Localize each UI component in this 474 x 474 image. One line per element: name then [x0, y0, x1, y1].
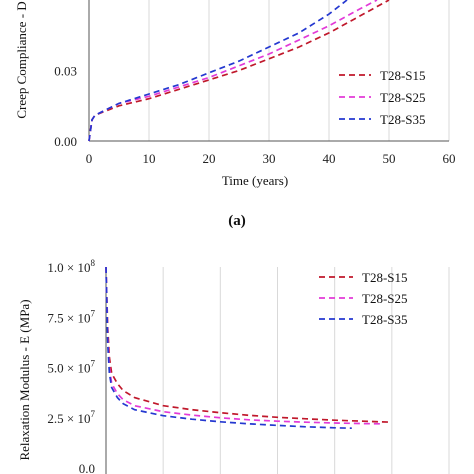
chart-a-series-line-s15 [88, 0, 390, 142]
chart-a-y-tick-label: 0.00 [54, 134, 77, 149]
chart-a-y-axis-label: Creep Compliance - D [14, 1, 29, 118]
chart-a-y-tick-labels: 0.00 0.03 [54, 64, 77, 150]
chart-a-x-tick-label: 40 [323, 151, 336, 166]
chart-a-legend-label: T28-S15 [380, 68, 426, 83]
chart-b-y-tick-label: 1.0 × 108 [47, 258, 95, 275]
chart-b-y-tick-label: 5.0 × 107 [47, 359, 95, 376]
chart-b-y-tick-label: 2.5 × 107 [47, 409, 95, 426]
chart-a-series-line-s35 [88, 0, 348, 142]
chart-a-legend-label: T28-S25 [380, 90, 426, 105]
creep-compliance-chart: 0 10 20 30 40 50 60 0.00 0.03 Time (years) Cree… [14, 0, 456, 229]
chart-a-x-tick-label: 50 [383, 151, 396, 166]
chart-b-gridlines [162, 267, 450, 474]
chart-b-series-line-s25 [105, 266, 381, 425]
chart-a-series-line-s25 [88, 0, 378, 142]
chart-b-y-tick-label: 0.0 [79, 461, 95, 474]
chart-a-series [88, 0, 390, 142]
chart-a-x-tick-label: 30 [263, 151, 276, 166]
chart-b-legend-label: T28-S35 [362, 312, 408, 327]
chart-a-gridlines [148, 0, 450, 141]
chart-b-series-line-s35 [105, 266, 352, 430]
chart-a-legend: T28-S15 T28-S25 T28-S35 [339, 68, 426, 127]
chart-a-x-tick-label: 60 [443, 151, 456, 166]
panel-label-a: (a) [228, 213, 246, 229]
chart-a-y-tick-label: 0.03 [54, 64, 77, 79]
chart-b-y-tick-label: 7.5 × 107 [47, 308, 95, 325]
chart-b-series-line-s15 [105, 266, 392, 424]
chart-a-x-tick-label: 0 [86, 151, 93, 166]
chart-a-x-tick-label: 10 [143, 151, 156, 166]
chart-a-x-tick-label: 20 [203, 151, 216, 166]
chart-b-y-tick-labels: 0.0 2.5 × 107 5.0 × 107 7.5 × 107 1.0 × 108 [47, 258, 95, 474]
chart-a-legend-label: T28-S35 [380, 112, 426, 127]
chart-b-legend-label: T28-S25 [362, 291, 408, 306]
chart-a-x-axis-label: Time (years) [222, 173, 288, 188]
chart-a-x-tick-labels: 0 10 20 30 40 50 60 [86, 151, 456, 166]
chart-b-series [105, 266, 392, 430]
chart-b-legend: T28-S15 T28-S25 T28-S35 [319, 270, 408, 327]
chart-b-y-axis-label: Relaxation Modulus - E (MPa) [17, 299, 32, 460]
chart-b-legend-label: T28-S15 [362, 270, 408, 285]
